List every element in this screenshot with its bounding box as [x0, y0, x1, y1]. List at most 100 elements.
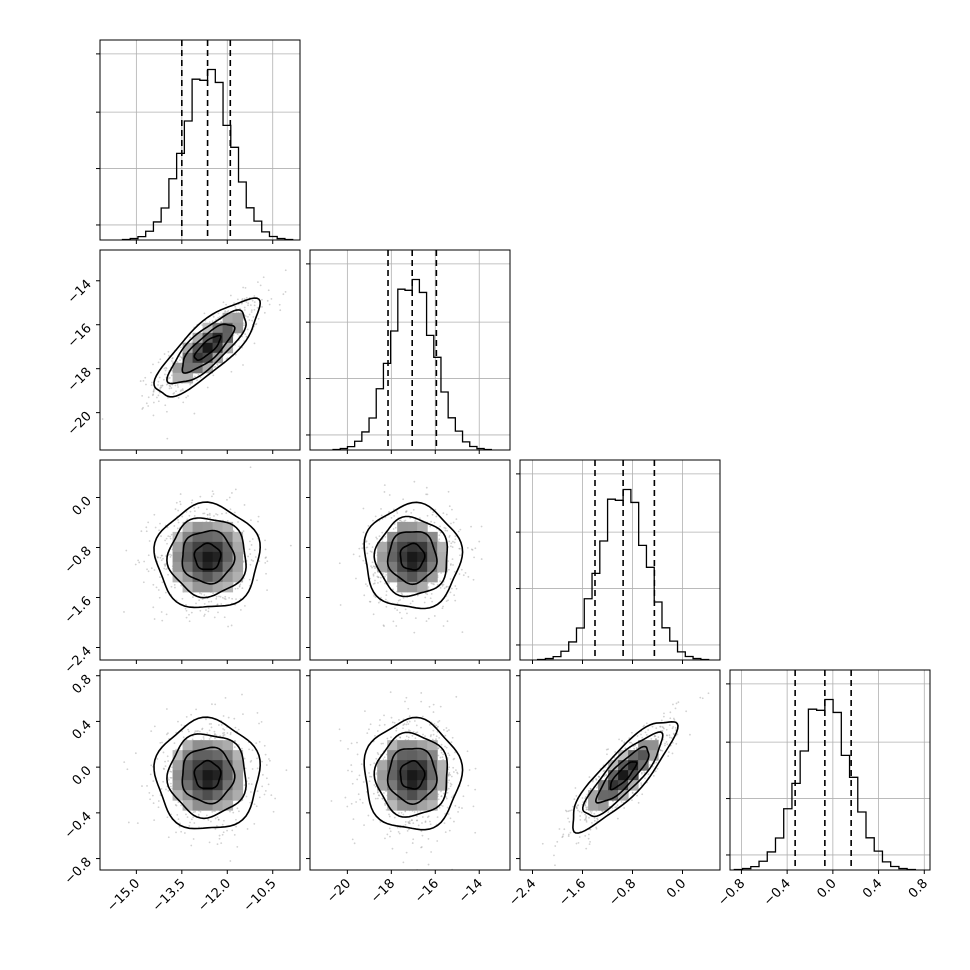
sample-point: [165, 613, 168, 616]
panel-p2-p3: [338, 480, 483, 634]
sample-point: [175, 804, 178, 807]
sample-point: [242, 713, 244, 716]
sample-point: [669, 711, 672, 714]
sample-point: [236, 333, 239, 336]
sample-point: [222, 732, 224, 735]
sample-point: [378, 724, 381, 727]
sample-point: [649, 764, 651, 766]
sample-point: [427, 588, 430, 591]
sample-point: [177, 509, 180, 512]
sample-point: [217, 818, 220, 821]
x-tick-label-p2: −16: [412, 876, 442, 906]
sample-point: [452, 564, 454, 566]
density-cell: [202, 770, 214, 781]
sample-point: [388, 813, 390, 816]
sample-point: [173, 392, 176, 394]
sample-point: [211, 810, 214, 813]
panel-p1-p2: [101, 269, 287, 440]
sample-point: [421, 816, 424, 818]
sample-point: [229, 810, 231, 813]
sample-point: [447, 774, 450, 776]
sample-point: [243, 298, 246, 300]
sample-point: [274, 797, 277, 800]
sample-point: [448, 779, 451, 782]
contour-level-1: [399, 760, 426, 790]
sample-point: [452, 771, 455, 773]
sample-point: [173, 525, 176, 527]
sample-point: [253, 295, 256, 297]
sample-point: [448, 540, 451, 543]
sample-point: [597, 775, 600, 778]
sample-point: [357, 793, 360, 796]
sample-point: [400, 617, 403, 620]
sample-point: [364, 710, 366, 713]
sample-point: [155, 586, 158, 589]
sample-point: [576, 807, 578, 810]
sample-point: [454, 538, 457, 541]
sample-point: [446, 806, 449, 809]
sample-point: [407, 821, 410, 823]
sample-point: [377, 791, 379, 793]
sample-point: [247, 315, 249, 318]
sample-point: [431, 600, 434, 603]
sample-point: [398, 832, 401, 835]
sample-point: [153, 569, 156, 571]
sample-point: [177, 386, 179, 388]
sample-point: [392, 508, 395, 511]
density-cell: [202, 740, 214, 751]
sample-point: [258, 796, 261, 799]
sample-point: [372, 613, 375, 616]
sample-point: [101, 418, 104, 420]
density-cell: [212, 521, 224, 533]
x-tick-label-p1: −10.5: [241, 876, 280, 915]
sample-point: [669, 717, 672, 720]
sample-point: [180, 346, 182, 349]
sample-point: [584, 796, 587, 798]
sample-point: [631, 791, 634, 794]
sample-point: [602, 770, 605, 773]
sample-point: [377, 576, 380, 579]
sample-point: [596, 786, 598, 789]
sample-point: [181, 515, 184, 518]
sample-point: [249, 553, 252, 555]
density-cell: [407, 770, 418, 781]
density-cell: [377, 760, 388, 771]
density-cell: [202, 571, 214, 583]
sample-point: [414, 737, 417, 740]
sample-point: [201, 598, 204, 600]
sample-point: [185, 813, 187, 816]
sample-point: [445, 586, 448, 589]
sample-point: [411, 819, 413, 821]
sample-point: [604, 774, 607, 777]
sample-point: [438, 806, 441, 809]
sample-point: [157, 800, 160, 802]
sample-point: [420, 846, 422, 849]
sample-point: [402, 813, 405, 816]
sample-point: [192, 596, 194, 598]
sample-point: [205, 520, 208, 523]
sample-point: [670, 737, 673, 739]
sample-point: [243, 757, 246, 760]
sample-point: [261, 785, 264, 788]
sample-point: [180, 356, 183, 359]
sample-point: [221, 823, 224, 826]
density-cell: [397, 800, 408, 811]
sample-point: [587, 837, 590, 840]
sample-point: [398, 812, 400, 814]
sample-point: [427, 815, 430, 818]
sample-point: [235, 818, 237, 821]
sample-point: [569, 809, 571, 812]
sample-point: [167, 789, 170, 792]
sample-point: [460, 568, 463, 571]
sample-point: [164, 564, 167, 566]
sample-point: [449, 817, 452, 820]
sample-point: [595, 778, 597, 780]
sample-point: [159, 358, 162, 361]
sample-point: [585, 816, 587, 819]
sample-point: [450, 741, 453, 744]
sample-point: [264, 557, 267, 559]
sample-point: [194, 810, 196, 813]
sample-point: [388, 827, 391, 830]
sample-point: [409, 822, 411, 825]
density-cell: [387, 780, 398, 791]
